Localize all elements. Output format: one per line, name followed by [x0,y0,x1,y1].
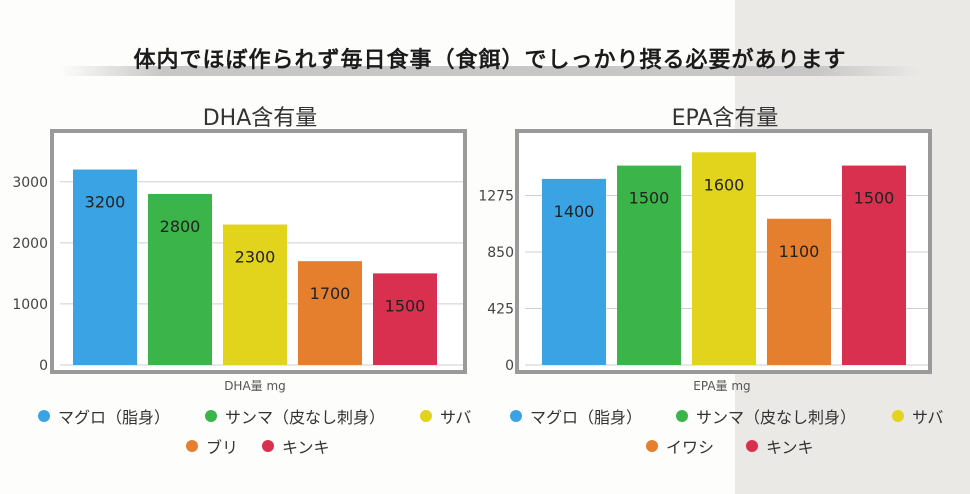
epa-bar-4 [842,165,906,365]
epa-bar-0 [542,178,606,365]
legend-dot [746,440,758,452]
legend-dot [646,440,658,452]
legend-label: サンマ（皮なし刺身） [696,408,857,427]
epa-data-label-1: 1500 [629,189,670,208]
banner-underline [60,66,920,76]
dha-chart-title: DHA含有量 [202,106,318,131]
legend-item-dha-3: ブリ [186,434,238,458]
page-title: 体内でほぼ作られず毎日食事（食餌）でしっかり摂る必要があります [133,48,847,73]
legend-label: イワシ [666,438,715,457]
legend-item-dha-2: サバ [420,404,471,428]
epa-y-tick-label: 850 [487,245,514,261]
legend-dot [38,410,50,422]
dha-y-tick-label: 3000 [12,175,48,191]
dha-bar-4 [373,273,437,365]
legend-item-epa-1: サンマ（皮なし刺身） [676,404,856,428]
epa-y-tick-label: 1275 [478,189,514,205]
legend-dot [676,410,688,422]
epa-bar-1 [617,165,681,365]
dha-y-tick-label: 0 [39,358,48,374]
legend-item-epa-2: サバ [892,404,943,428]
epa-data-label-3: 1100 [779,242,820,261]
legend-dot [186,440,198,452]
epa-bar-3 [767,218,831,365]
legend-dot [420,410,432,422]
epa-chart-title: EPA含有量 [671,106,779,131]
legend-item-dha-4: キンキ [262,434,330,458]
dha-bar-1 [148,193,212,365]
legend-label: マグロ（脂身） [58,408,171,427]
epa-data-label-0: 1400 [554,202,595,221]
dha-y-tick-label: 1000 [12,297,48,313]
dha-bar-0 [73,169,137,365]
legend-item-epa-3: イワシ [646,434,714,458]
legend-label: キンキ [766,438,814,457]
legend-label: キンキ [282,438,330,457]
legend-label: マグロ（脂身） [530,408,643,427]
epa-bar-2 [692,152,756,365]
dha-data-label-0: 3200 [85,193,126,212]
dha-data-label-3: 1700 [310,284,351,303]
legend-label: サバ [440,408,472,427]
legend-item-dha-1: サンマ（皮なし刺身） [205,404,385,428]
dha-bar-3 [298,261,362,365]
legend-label: サンマ（皮なし刺身） [225,408,386,427]
epa-y-tick-label: 0 [505,358,514,374]
legend-dot [262,440,274,452]
legend-label: サバ [912,408,944,427]
dha-data-label-1: 2800 [160,217,201,236]
legend-item-epa-0: マグロ（脂身） [510,404,642,428]
legend-dot [892,410,904,422]
legend-item-dha-0: マグロ（脂身） [38,404,170,428]
epa-data-label-2: 1600 [704,175,745,194]
dha-bar-2 [223,224,287,365]
dha-x-axis-label: DHA量 mg [224,379,286,393]
dha-data-label-4: 1500 [385,296,426,315]
epa-data-label-4: 1500 [854,189,895,208]
epa-x-axis-label: EPA量 mg [693,379,750,393]
epa-y-tick-label: 425 [487,302,514,318]
legend-label: ブリ [206,438,239,457]
legend-dot [205,410,217,422]
dha-y-tick-label: 2000 [12,236,48,252]
legend-item-epa-4: キンキ [746,434,814,458]
dha-data-label-2: 2300 [235,248,276,267]
legend-dot [510,410,522,422]
